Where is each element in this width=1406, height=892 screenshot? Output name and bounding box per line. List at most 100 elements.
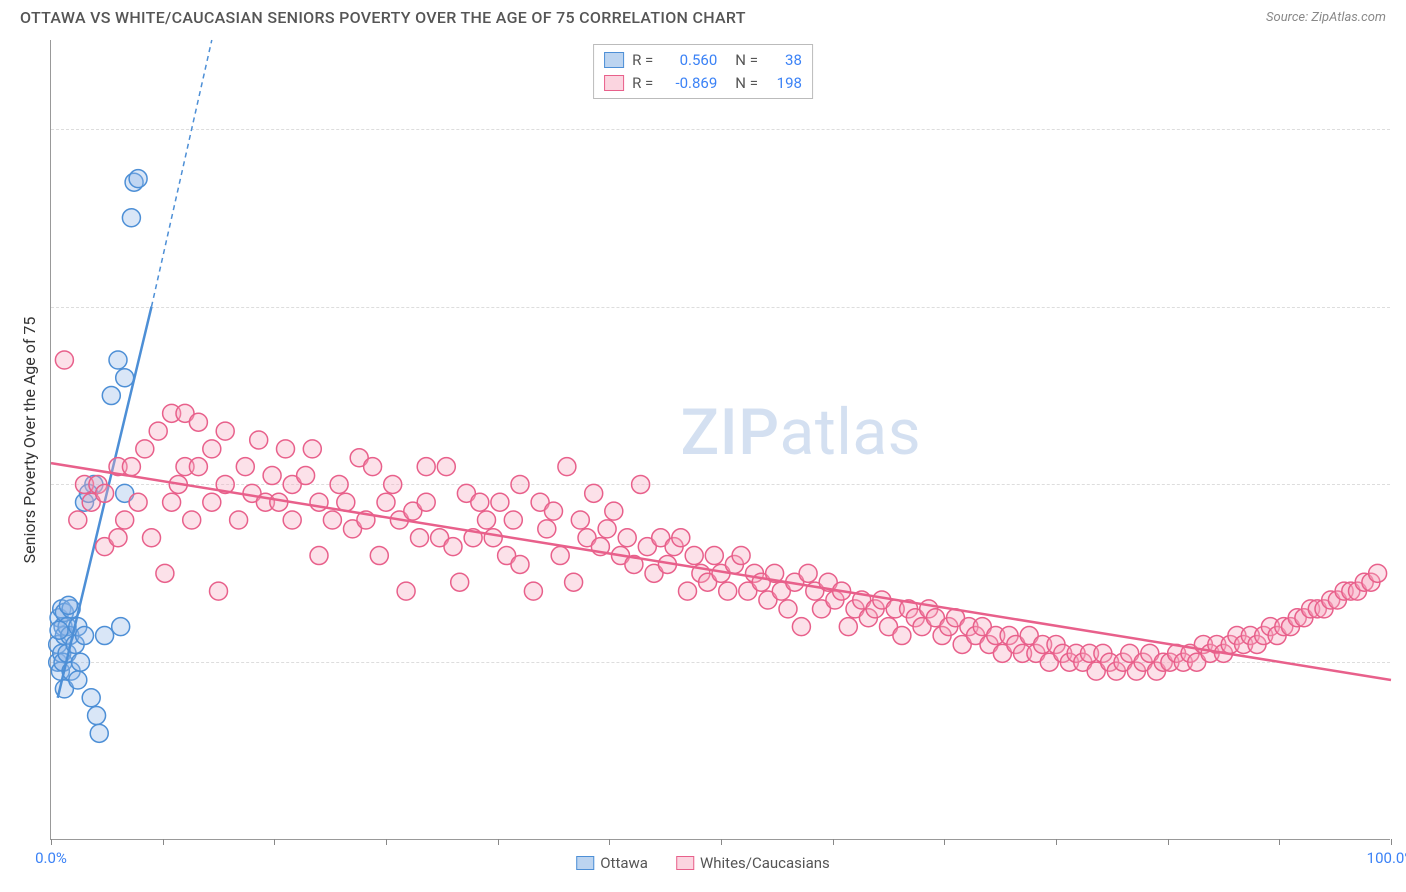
- data-point: [364, 458, 382, 476]
- data-point: [384, 475, 402, 493]
- data-point: [156, 564, 174, 582]
- legend-r-value: -0.869: [661, 72, 717, 95]
- data-point: [96, 627, 114, 645]
- y-tick-label: 30.0%: [1398, 298, 1406, 316]
- data-point: [511, 555, 529, 573]
- legend-n-value: 198: [766, 72, 802, 95]
- data-point: [377, 493, 395, 511]
- data-point: [679, 582, 697, 600]
- scatter-svg: [51, 40, 1390, 839]
- chart-plot-area: ZIPatlas 0.0%100.0%: [50, 40, 1390, 840]
- data-point: [88, 707, 106, 725]
- data-point: [109, 529, 127, 547]
- data-point: [163, 493, 181, 511]
- data-point: [571, 511, 589, 529]
- x-tick-mark: [386, 839, 387, 845]
- x-tick-mark: [1391, 839, 1392, 845]
- data-point: [504, 511, 522, 529]
- data-point: [598, 520, 616, 538]
- legend-item: Ottawa: [576, 854, 648, 872]
- series-legend: Ottawa Whites/Caucasians: [576, 854, 830, 872]
- data-point: [96, 484, 114, 502]
- data-point: [283, 511, 301, 529]
- x-tick-mark: [274, 839, 275, 845]
- data-point: [451, 573, 469, 591]
- x-tick-mark: [609, 839, 610, 845]
- data-point: [558, 458, 576, 476]
- data-point: [792, 618, 810, 636]
- data-point: [478, 511, 496, 529]
- legend-r-label: R =: [632, 72, 653, 95]
- data-point: [122, 209, 140, 227]
- data-point: [59, 596, 77, 614]
- legend-label: Ottawa: [600, 854, 648, 872]
- trend-line-extrapolation: [152, 40, 212, 307]
- data-point: [82, 689, 100, 707]
- legend-n-label: N =: [735, 72, 758, 95]
- data-point: [524, 582, 542, 600]
- data-point: [136, 440, 154, 458]
- x-tick-mark: [1279, 839, 1280, 845]
- data-point: [397, 582, 415, 600]
- data-point: [551, 547, 569, 565]
- trend-line: [51, 463, 1391, 680]
- data-point: [799, 564, 817, 582]
- x-tick-mark: [163, 839, 164, 845]
- data-point: [129, 493, 147, 511]
- data-point: [545, 502, 563, 520]
- data-point: [417, 458, 435, 476]
- data-point: [310, 547, 328, 565]
- data-point: [129, 170, 147, 188]
- data-point: [230, 511, 248, 529]
- data-point: [618, 529, 636, 547]
- data-point: [203, 440, 221, 458]
- legend-swatch: [676, 856, 694, 870]
- data-point: [250, 431, 268, 449]
- data-point: [183, 511, 201, 529]
- data-point: [90, 724, 108, 742]
- data-point: [370, 547, 388, 565]
- legend-swatch: [576, 856, 594, 870]
- data-point: [216, 422, 234, 440]
- data-point: [112, 618, 130, 636]
- legend-swatch: [604, 75, 624, 91]
- data-point: [484, 529, 502, 547]
- data-point: [491, 493, 509, 511]
- data-point: [69, 511, 87, 529]
- data-point: [779, 600, 797, 618]
- data-point: [330, 475, 348, 493]
- x-tick-label: 0.0%: [35, 849, 67, 867]
- data-point: [437, 458, 455, 476]
- x-tick-mark: [833, 839, 834, 845]
- data-point: [1369, 564, 1387, 582]
- data-point: [210, 582, 228, 600]
- y-tick-label: 40.0%: [1398, 120, 1406, 138]
- data-point: [149, 422, 167, 440]
- data-point: [76, 627, 94, 645]
- data-point: [122, 458, 140, 476]
- source-label: Source: ZipAtlas.com: [1266, 10, 1386, 25]
- y-tick-label: 20.0%: [1398, 475, 1406, 493]
- data-point: [109, 351, 127, 369]
- data-point: [116, 511, 134, 529]
- legend-n-label: N =: [735, 49, 758, 72]
- data-point: [189, 458, 207, 476]
- data-point: [839, 618, 857, 636]
- data-point: [538, 520, 556, 538]
- y-tick-label: 10.0%: [1398, 653, 1406, 671]
- data-point: [732, 547, 750, 565]
- data-point: [71, 653, 89, 671]
- data-point: [337, 493, 355, 511]
- legend-stat-row: R = -0.869 N = 198: [604, 72, 802, 95]
- data-point: [55, 351, 73, 369]
- data-point: [236, 458, 254, 476]
- data-point: [685, 547, 703, 565]
- data-point: [203, 493, 221, 511]
- data-point: [411, 529, 429, 547]
- data-point: [116, 369, 134, 387]
- data-point: [263, 467, 281, 485]
- data-point: [893, 627, 911, 645]
- data-point: [417, 493, 435, 511]
- data-point: [102, 387, 120, 405]
- x-tick-mark: [721, 839, 722, 845]
